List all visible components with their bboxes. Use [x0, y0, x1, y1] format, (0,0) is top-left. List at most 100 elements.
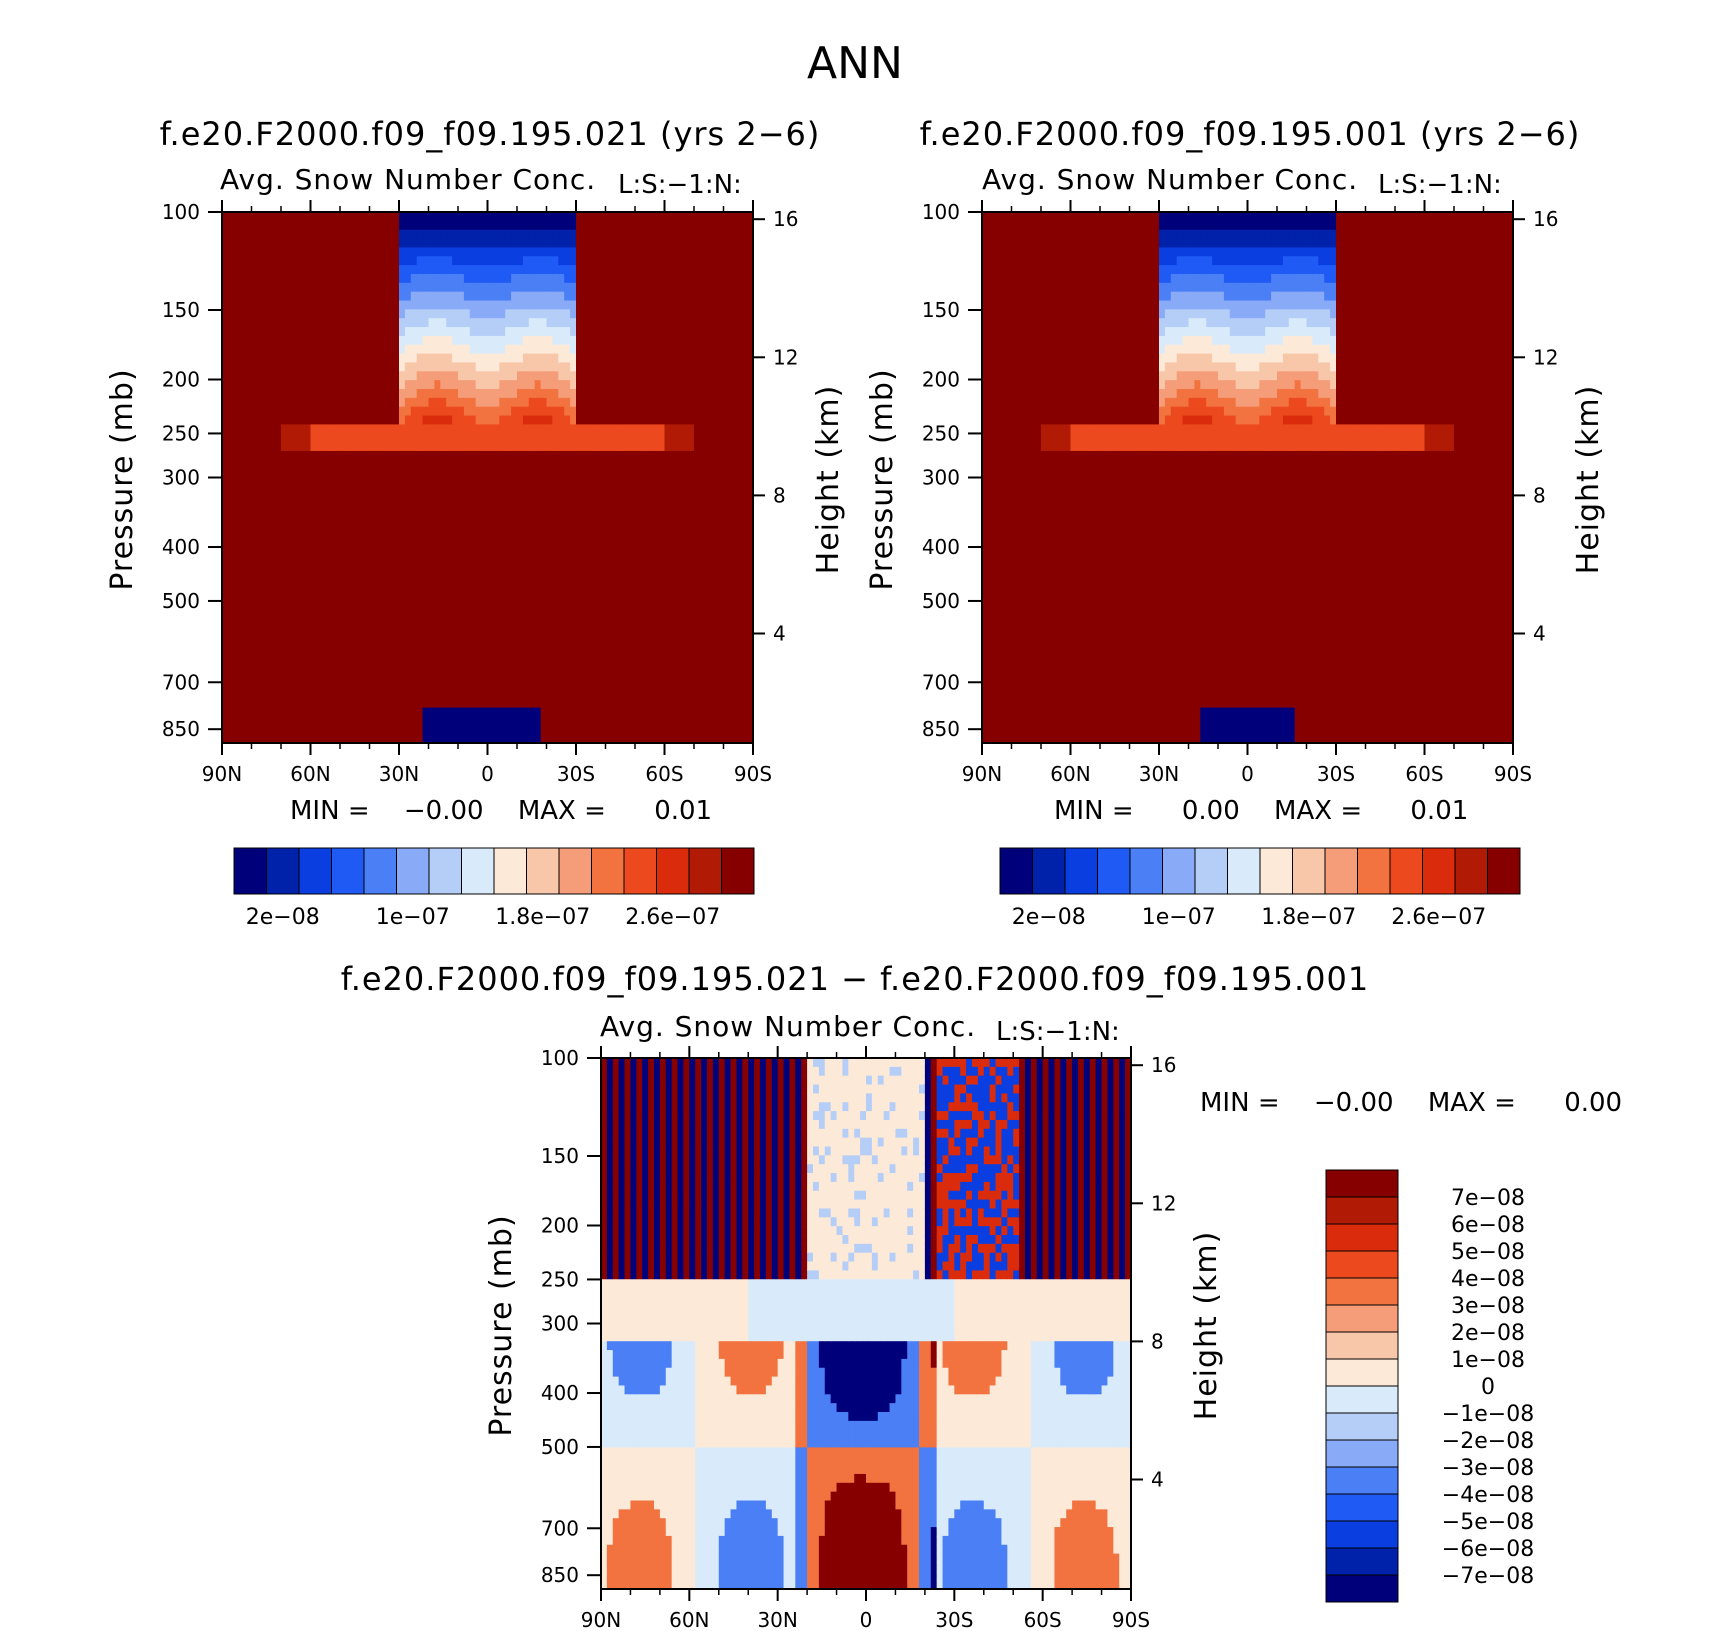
field-cell: [665, 566, 672, 575]
field-cell: [606, 584, 613, 593]
field-cell: [482, 212, 489, 221]
field-cell: [470, 433, 477, 442]
field-cell: [576, 407, 583, 416]
field-cell: [499, 301, 506, 310]
field-cell: [629, 247, 636, 256]
field-cell: [517, 460, 524, 469]
field-cell: [393, 593, 400, 602]
field-cell: [647, 610, 654, 619]
field-cell: [552, 239, 559, 248]
field-cell: [676, 221, 683, 230]
field-cell: [552, 628, 559, 637]
field-cell: [676, 513, 683, 522]
field-cell: [464, 256, 471, 265]
field-cell: [352, 619, 359, 628]
field-cell: [346, 575, 353, 584]
field-cell: [665, 486, 672, 495]
field-cell: [629, 672, 636, 681]
field-cell: [505, 486, 512, 495]
field-cell: [682, 292, 689, 301]
field-cell: [688, 725, 695, 734]
field-cell: [611, 460, 618, 469]
field-cell: [493, 725, 500, 734]
field-cell: [659, 708, 666, 717]
field-cell: [606, 256, 613, 265]
field-cell: [617, 398, 624, 407]
field-cell: [476, 318, 483, 327]
field-cell: [429, 663, 436, 672]
field-cell: [305, 699, 312, 708]
field-cell: [358, 531, 365, 540]
field-cell: [576, 416, 583, 425]
field-cell: [399, 460, 406, 469]
field-cell: [564, 681, 571, 690]
field-cell: [311, 593, 318, 602]
field-cell: [617, 309, 624, 318]
field-cell: [470, 495, 477, 504]
field-cell: [706, 221, 713, 230]
field-cell: [434, 655, 441, 664]
field-cell: [535, 407, 542, 416]
field-cell: [694, 584, 701, 593]
field-cell: [375, 531, 382, 540]
field-cell: [263, 601, 270, 610]
field-cell: [670, 433, 677, 442]
field-cell: [676, 433, 683, 442]
field-cell: [541, 380, 548, 389]
field-cell: [617, 548, 624, 557]
field-cell: [653, 451, 660, 460]
field-cell: [617, 628, 624, 637]
field-cell: [429, 309, 436, 318]
field-cell: [434, 345, 441, 354]
field-cell: [523, 566, 530, 575]
field-cell: [588, 539, 595, 548]
field-cell: [617, 212, 624, 221]
field-cell: [488, 628, 495, 637]
field-cell: [328, 646, 335, 655]
field-cell: [287, 274, 294, 283]
field-cell: [665, 256, 672, 265]
field-cell: [653, 239, 660, 248]
field-cell: [523, 522, 530, 531]
field-cell: [234, 265, 241, 274]
field-cell: [682, 336, 689, 345]
field-cell: [493, 539, 500, 548]
field-cell: [393, 601, 400, 610]
field-cell: [511, 424, 517, 433]
field-cell: [252, 265, 259, 274]
field-cell: [641, 265, 648, 274]
field-cell: [682, 548, 689, 557]
field-cell: [387, 548, 394, 557]
field-cell: [611, 292, 618, 301]
field-cell: [617, 460, 624, 469]
field-cell: [635, 345, 642, 354]
field-cell: [293, 708, 300, 717]
field-cell: [281, 610, 288, 619]
field-cell: [228, 672, 235, 681]
field-cell: [482, 380, 489, 389]
field-cell: [411, 681, 418, 690]
field-cell: [381, 398, 388, 407]
field-cell: [311, 309, 318, 318]
field-cell: [305, 610, 312, 619]
field-cell: [700, 495, 707, 504]
field-cell: [411, 513, 418, 522]
field-cell: [529, 584, 536, 593]
field-cell: [316, 575, 323, 584]
field-cell: [594, 522, 601, 531]
field-cell: [340, 336, 347, 345]
field-cell: [346, 283, 353, 292]
field-cell: [558, 699, 565, 708]
field-cell: [564, 478, 571, 487]
field-cell: [293, 212, 300, 221]
field-cell: [316, 681, 323, 690]
field-cell: [446, 548, 453, 557]
field-cell: [606, 628, 613, 637]
field-cell: [228, 460, 235, 469]
field-cell: [293, 584, 300, 593]
field-cell: [670, 230, 677, 239]
field-cell: [635, 247, 642, 256]
field-cell: [694, 619, 701, 628]
field-cell: [257, 442, 264, 451]
field-cell: [364, 292, 371, 301]
